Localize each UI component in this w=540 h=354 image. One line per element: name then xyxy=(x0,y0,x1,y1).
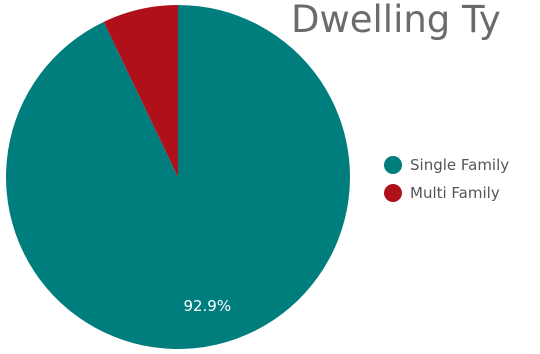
legend-label: Single Family xyxy=(410,156,510,174)
legend: Single Family Multi Family xyxy=(384,151,509,207)
legend-swatch xyxy=(384,184,402,202)
chart-title: Dwelling Ty xyxy=(291,0,501,41)
pie-slice-multi-family xyxy=(103,5,178,177)
pie-slice-single-family xyxy=(5,5,351,350)
legend-item-single-family[interactable]: Single Family xyxy=(384,151,509,179)
legend-item-multi-family[interactable]: Multi Family xyxy=(384,179,509,207)
legend-swatch xyxy=(384,156,402,174)
data-label-single-family: 92.9% xyxy=(183,297,231,315)
legend-label: Multi Family xyxy=(410,184,500,202)
